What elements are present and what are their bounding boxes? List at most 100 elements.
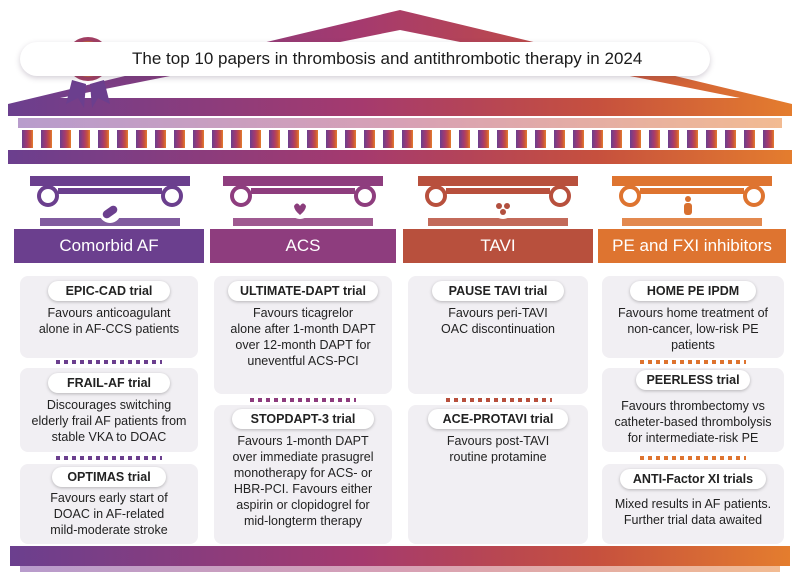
trial-name-epic-cad: EPIC-CAD trial (48, 281, 170, 301)
dentil (725, 130, 736, 148)
dentil (288, 130, 299, 148)
trial-name-anti-factor-xi: ANTI-Factor XI trials (620, 469, 766, 489)
trial-desc-line: patients (671, 338, 715, 352)
trial-desc-line: alone in AF-CCS patients (38, 322, 180, 336)
trial-desc-line: Favours home treatment of (617, 306, 769, 320)
dentil (60, 130, 71, 148)
trial-desc-line: Mixed results in AF patients. (614, 497, 772, 511)
base-shadow (20, 566, 780, 572)
trial-desc-line: Favours peri-TAVI (448, 306, 548, 320)
dentil (592, 130, 603, 148)
dentil (326, 130, 337, 148)
trial-desc-line: for intermediate-risk PE (627, 431, 759, 445)
dentil (421, 130, 432, 148)
dentil (41, 130, 52, 148)
architrave (8, 150, 792, 164)
trial-desc-line: Favours thrombectomy vs (621, 399, 765, 413)
trial-desc-line: mild-moderate stroke (50, 523, 168, 537)
dentil (174, 130, 185, 148)
dentil (649, 130, 660, 148)
dotted-divider (56, 456, 162, 460)
trial-desc-line: routine protamine (449, 450, 547, 464)
column-capitals (30, 176, 772, 226)
trial-desc-line: HBR-PCI. Favours either (233, 482, 373, 496)
dentil (535, 130, 546, 148)
dentil (573, 130, 584, 148)
dentil (554, 130, 565, 148)
dotted-divider (640, 456, 746, 460)
dentil (364, 130, 375, 148)
trial-desc-line: Favours post-TAVI (446, 434, 550, 448)
dotted-divider (56, 360, 162, 364)
title-banner (20, 42, 710, 76)
heart-valve-icon (492, 197, 514, 219)
dentil (155, 130, 166, 148)
dentil (516, 130, 527, 148)
dentil (307, 130, 318, 148)
roof-band (8, 104, 792, 116)
trial-desc-line: Further trial data awaited (623, 513, 763, 527)
frieze-band (18, 118, 782, 128)
trial-desc-line: catheter-based thrombolysis (614, 415, 772, 429)
trial-name-ace-protavi: ACE-PROTAVI trial (428, 409, 568, 429)
dentil (668, 130, 679, 148)
dentil (212, 130, 223, 148)
dotted-divider (640, 360, 746, 364)
trial-desc-line: Favours early start of (50, 491, 168, 505)
dentil (763, 130, 774, 148)
trial-desc-line: uneventful ACS-PCI (247, 354, 359, 368)
dentil (193, 130, 204, 148)
dotted-divider (446, 398, 552, 402)
dentil (269, 130, 280, 148)
trial-desc-line: alone after 1-month DAPT (230, 322, 376, 336)
trial-desc-line: elderly frail AF patients from (31, 414, 187, 428)
column-capital (612, 176, 772, 226)
trial-name-optimas: OPTIMAS trial (52, 467, 166, 487)
trial-desc-line: OAC discontinuation (441, 322, 555, 336)
pill-capsule-icon (99, 201, 121, 223)
dentil (687, 130, 698, 148)
dentil (440, 130, 451, 148)
dentil (402, 130, 413, 148)
base-band (10, 546, 790, 566)
trial-desc-line: mid-longterm therapy (243, 514, 363, 528)
dentil (630, 130, 641, 148)
trial-desc-line: over 12-month DAPT for (235, 338, 371, 352)
patient-lungs-icon (676, 194, 700, 218)
dentil (497, 130, 508, 148)
dentil (345, 130, 356, 148)
trial-desc-line: monotherapy for ACS- or (233, 466, 373, 480)
dentil (231, 130, 242, 148)
trial-desc-line: DOAC in AF-related (53, 507, 165, 521)
trial-desc-line: non-cancer, low-risk PE (627, 322, 759, 336)
trial-name-pause-tavi: PAUSE TAVI trial (432, 281, 564, 301)
trial-name-ultimate-dapt: ULTIMATE-DAPT trial (228, 281, 378, 301)
trial-desc-line: Favours ticagrelor (252, 306, 354, 320)
dentil (611, 130, 622, 148)
dentil (706, 130, 717, 148)
trial-desc-line: stable VKA to DOAC (51, 430, 167, 444)
dentil (98, 130, 109, 148)
rank-badge-number: 10 (79, 50, 97, 67)
trial-name-frail-af: FRAIL-AF trial (48, 373, 170, 393)
column-label-comorbid-af: Comorbid AF (14, 229, 204, 263)
dentil (744, 130, 755, 148)
dentil (478, 130, 489, 148)
dentil (136, 130, 147, 148)
page-title: The top 10 papers in thrombosis and anti… (132, 49, 643, 68)
column-capital (418, 176, 578, 226)
trial-desc-line: Discourages switching (46, 398, 172, 412)
dentil (117, 130, 128, 148)
trial-desc-line: Favours anticoagulant (47, 306, 171, 320)
dentil (79, 130, 90, 148)
column-label-acs: ACS (210, 229, 396, 263)
heart-ecg-icon (289, 197, 311, 219)
column-capital (223, 176, 383, 226)
dentil (459, 130, 470, 148)
trial-desc-line: over immediate prasugrel (232, 450, 374, 464)
trial-name-stopdapt-3: STOPDAPT-3 trial (232, 409, 374, 429)
dentil (250, 130, 261, 148)
dentil (383, 130, 394, 148)
trial-name-home-pe-ipdm: HOME PE IPDM (630, 281, 756, 301)
dotted-divider (250, 398, 356, 402)
